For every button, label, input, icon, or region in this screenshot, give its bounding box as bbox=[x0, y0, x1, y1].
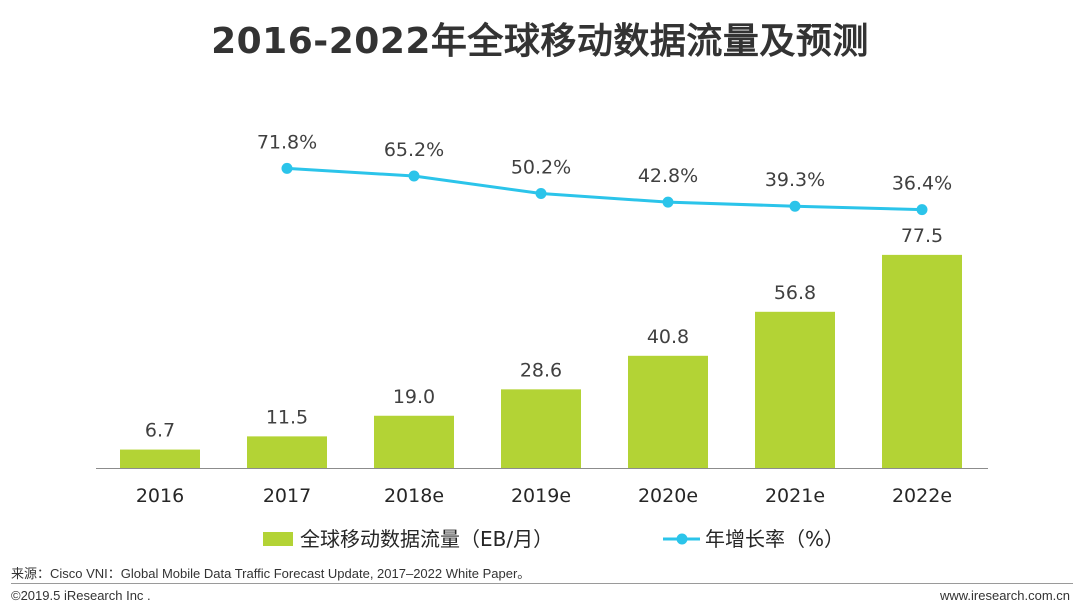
bar-value-label-2018e: 19.0 bbox=[393, 386, 435, 408]
chart-title: 2016-2022年全球移动数据流量及预测 bbox=[211, 21, 869, 62]
growth-point-2022e bbox=[916, 204, 928, 216]
bar-value-label-2020e: 40.8 bbox=[647, 326, 689, 348]
growth-label-2020e: 42.8% bbox=[638, 165, 698, 187]
legend-line-marker bbox=[676, 533, 688, 545]
growth-point-2017 bbox=[281, 162, 293, 174]
legend-line-label: 年增长率（%） bbox=[705, 527, 844, 551]
x-tick-2018e: 2018e bbox=[384, 485, 444, 507]
copyright-text: ©2019.5 iResearch Inc . bbox=[11, 588, 151, 603]
growth-label-2021e: 39.3% bbox=[765, 169, 825, 191]
growth-rate-points bbox=[281, 162, 928, 216]
footer-divider bbox=[11, 583, 1073, 584]
bar-2020e bbox=[628, 355, 708, 468]
bar-series bbox=[120, 254, 962, 468]
bar-value-labels: 6.7 11.5 19.0 28.6 40.8 56.8 77.5 bbox=[145, 225, 943, 442]
growth-point-2020e bbox=[662, 196, 674, 208]
growth-point-2021e bbox=[789, 200, 801, 212]
x-tick-2021e: 2021e bbox=[765, 485, 825, 507]
growth-point-2018e bbox=[408, 170, 420, 182]
legend: 全球移动数据流量（EB/月） 年增长率（%） bbox=[263, 527, 844, 551]
bar-2017 bbox=[247, 436, 327, 468]
growth-rate-line bbox=[286, 166, 923, 212]
bar-2022e bbox=[882, 254, 962, 468]
bar-2019e bbox=[501, 389, 581, 468]
growth-point-2019e bbox=[535, 188, 547, 200]
growth-label-2018e: 65.2% bbox=[384, 139, 444, 161]
growth-rate-labels: 71.8% 65.2% 50.2% 42.8% 39.3% 36.4% bbox=[257, 131, 952, 194]
growth-label-2017: 71.8% bbox=[257, 131, 317, 153]
website-link[interactable]: www.iresearch.com.cn bbox=[939, 588, 1070, 603]
bar-value-label-2019e: 28.6 bbox=[520, 359, 562, 381]
x-axis-tick-labels: 2016 2017 2018e 2019e 2020e 2021e 2022e bbox=[136, 485, 952, 507]
growth-label-2022e: 36.4% bbox=[892, 173, 952, 195]
x-tick-2020e: 2020e bbox=[638, 485, 698, 507]
bar-value-label-2017: 11.5 bbox=[266, 406, 308, 428]
bar-2016 bbox=[120, 449, 200, 468]
x-tick-2016: 2016 bbox=[136, 485, 184, 507]
bar-value-label-2022e: 77.5 bbox=[901, 225, 943, 247]
source-note: 来源：Cisco VNI：Global Mobile Data Traffic … bbox=[11, 566, 531, 581]
legend-bar-label: 全球移动数据流量（EB/月） bbox=[300, 527, 553, 551]
legend-bar-swatch bbox=[263, 532, 293, 546]
bar-value-label-2021e: 56.8 bbox=[774, 282, 816, 304]
bar-2021e bbox=[755, 311, 835, 468]
bar-2018e bbox=[374, 415, 454, 468]
bar-value-label-2016: 6.7 bbox=[145, 420, 175, 442]
x-tick-2017: 2017 bbox=[263, 485, 311, 507]
x-tick-2019e: 2019e bbox=[511, 485, 571, 507]
growth-label-2019e: 50.2% bbox=[511, 157, 571, 179]
x-tick-2022e: 2022e bbox=[892, 485, 952, 507]
